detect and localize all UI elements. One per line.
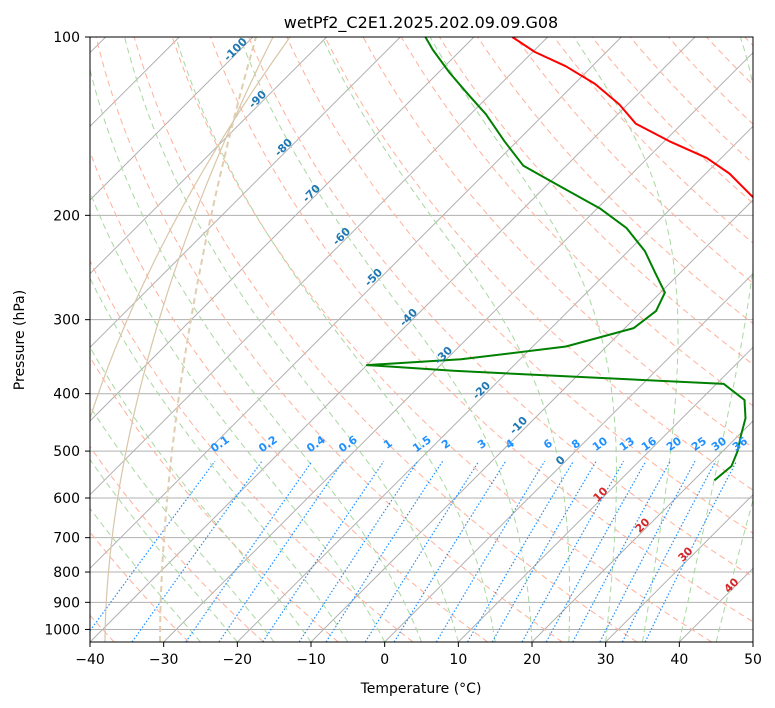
y-tick-label: 600 <box>53 491 80 507</box>
x-axis-label: Temperature (°C) <box>360 681 482 697</box>
x-tick-label: 50 <box>744 652 762 668</box>
dry-adiabat-line <box>515 37 753 284</box>
y-tick-label: 1000 <box>44 622 80 638</box>
mixing-ratio-line <box>644 460 738 642</box>
mixing-ratio-line <box>621 460 717 642</box>
theta-curve <box>90 37 291 421</box>
mixing-ratio-line <box>599 460 696 642</box>
isotherm-line <box>90 37 475 422</box>
plot-frame <box>89 36 754 643</box>
theta-curves <box>90 37 291 642</box>
y-axis-label: Pressure (hPa) <box>12 290 28 390</box>
moist-adiabat-line <box>90 405 275 642</box>
x-tick-label: −30 <box>149 652 179 668</box>
mixing-ratio-line <box>364 460 480 642</box>
dry-adiabat-line <box>90 259 414 642</box>
sounding-series <box>365 37 753 482</box>
x-tick-label: 30 <box>597 652 615 668</box>
mixing-ratio-line <box>90 460 216 632</box>
x-tick-label: −10 <box>296 652 326 668</box>
mixing-ratio-line <box>491 460 597 642</box>
moist-adiabat-line <box>90 507 201 642</box>
isotherm-line <box>90 37 254 201</box>
y-axis-ticks: 100 200 300 400 500 600 700 800 900 1000 <box>44 30 90 638</box>
moist-adiabat-lines <box>90 37 753 642</box>
mixing-ratio-line <box>131 460 263 642</box>
x-tick-label: 40 <box>670 652 688 668</box>
chart-title: wetPf2_C2E1.2025.202.09.09.G08 <box>284 13 558 33</box>
y-tick-label: 200 <box>53 208 80 224</box>
moist-adiabat-line <box>715 498 753 642</box>
mixing-ratio-line <box>185 460 313 642</box>
isotherm-line <box>236 125 753 642</box>
isotherm-line <box>90 37 622 570</box>
moist-adiabat-line <box>90 277 349 642</box>
temperature-line <box>511 37 753 199</box>
isotherm-line <box>531 420 753 642</box>
isotherm-line <box>384 272 753 642</box>
x-tick-label: 20 <box>523 652 541 668</box>
moist-adiabat-line <box>90 458 238 642</box>
mixing-ratio-line <box>572 460 671 642</box>
moist-adiabat-line <box>678 37 753 642</box>
moist-adiabat-line <box>239 37 533 642</box>
x-tick-label: 0 <box>380 652 389 668</box>
mixing-ratio-line <box>325 460 444 642</box>
mixing-ratio-line <box>521 460 625 642</box>
moist-adiabat-line <box>429 37 617 642</box>
y-tick-label: 400 <box>53 387 80 403</box>
dry-adiabat-line <box>171 37 712 642</box>
moist-adiabat-line <box>90 346 312 642</box>
isotherm-line <box>457 346 753 642</box>
mixing-ratio-line <box>393 460 507 642</box>
y-tick-label: 900 <box>53 595 80 611</box>
y-tick-label: 100 <box>53 30 80 46</box>
x-tick-label: −40 <box>75 652 105 668</box>
y-tick-label: 700 <box>53 531 80 547</box>
mixing-ratio-line <box>466 460 574 642</box>
dry-adiabat-line <box>133 37 638 642</box>
theta-curve <box>104 37 274 642</box>
x-tick-label: 10 <box>449 652 467 668</box>
mixing-ratio-line <box>545 460 647 642</box>
mixing-ratio-lines <box>90 460 738 642</box>
mixing-ratio-line <box>262 460 385 642</box>
x-tick-label: −20 <box>223 652 253 668</box>
moist-adiabat-line <box>573 37 679 642</box>
dry-adiabat-line <box>248 37 753 578</box>
moist-adiabat-line <box>175 37 496 642</box>
isotherm-line <box>605 493 753 642</box>
isotherm-line <box>90 37 401 349</box>
isotherm-line <box>90 37 549 496</box>
dry-adiabat-line <box>324 37 753 491</box>
moist-adiabat-line <box>124 37 459 642</box>
moist-adiabat-line <box>90 190 386 642</box>
theta-curve <box>159 37 257 642</box>
dewpoint-line <box>365 37 747 482</box>
isotherm-line <box>163 51 753 642</box>
moist-adiabat-line <box>90 67 422 642</box>
y-tick-label: 300 <box>53 313 80 329</box>
x-axis-ticks: −40 −30 −20 −10 0 10 20 30 40 50 <box>75 642 762 668</box>
y-tick-label: 800 <box>53 565 80 581</box>
dry-adiabat-line <box>286 37 753 534</box>
dry-adiabat-line <box>210 37 753 623</box>
y-tick-label: 500 <box>53 444 80 460</box>
moist-adiabat-line <box>321 37 571 642</box>
dry-adiabat-line <box>95 37 563 642</box>
